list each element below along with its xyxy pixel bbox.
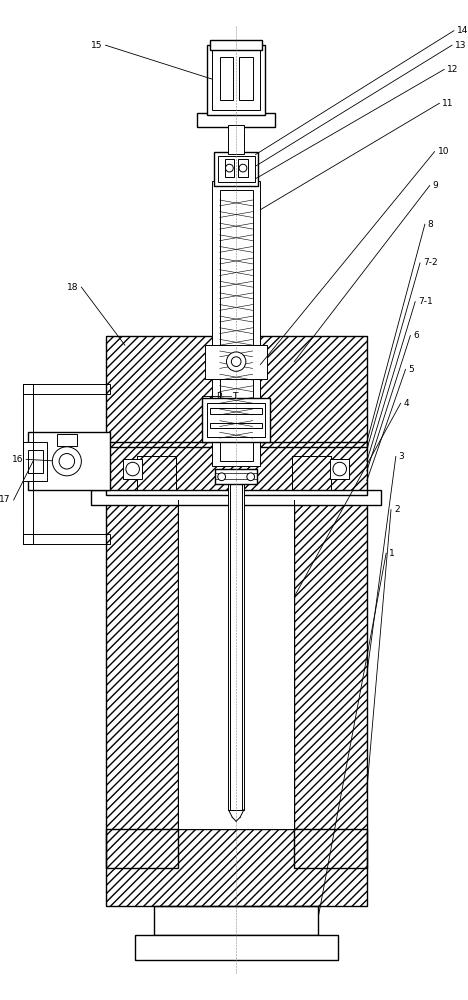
Bar (43, 437, 96, 485)
Bar (207, 45, 265, 115)
Bar (292, 456, 331, 490)
Text: 6: 6 (413, 331, 419, 340)
Bar (212, 181, 260, 466)
Bar (23, 384, 110, 394)
Bar (256, 336, 367, 447)
Bar (248, 469, 257, 484)
Bar (106, 442, 367, 495)
Text: 12: 12 (447, 65, 459, 74)
Bar (106, 829, 367, 906)
Bar (225, 159, 234, 177)
Bar (330, 459, 350, 479)
Circle shape (231, 357, 241, 366)
Text: 5: 5 (409, 365, 414, 374)
Bar (197, 113, 275, 127)
Bar (210, 423, 262, 428)
Text: 1: 1 (389, 549, 395, 558)
Text: 2: 2 (394, 505, 400, 514)
Text: P: P (216, 392, 221, 401)
Circle shape (59, 454, 74, 469)
Bar (294, 500, 367, 868)
Bar (135, 935, 338, 960)
Bar (210, 40, 262, 50)
Bar (23, 384, 33, 544)
Bar (220, 190, 253, 461)
Bar (215, 469, 257, 484)
Bar (238, 159, 248, 177)
Bar (228, 476, 244, 810)
Bar (23, 442, 47, 481)
Circle shape (52, 447, 81, 476)
Bar (57, 434, 77, 446)
Bar (239, 57, 253, 100)
Bar (294, 500, 367, 868)
Bar (106, 336, 217, 447)
Circle shape (126, 462, 139, 476)
Text: 17: 17 (0, 495, 11, 504)
Bar (230, 481, 242, 810)
Bar (218, 156, 255, 182)
Bar (138, 456, 176, 490)
Text: 11: 11 (442, 99, 454, 108)
Text: 13: 13 (455, 41, 467, 50)
Bar (106, 336, 217, 447)
Bar (106, 500, 178, 868)
Circle shape (226, 164, 233, 172)
Bar (202, 398, 270, 442)
Text: 8: 8 (428, 220, 433, 229)
Bar (28, 432, 110, 490)
Bar (214, 152, 258, 186)
Bar (256, 336, 367, 447)
Bar (106, 500, 178, 868)
Bar (178, 500, 294, 829)
Bar (215, 469, 225, 484)
Text: 3: 3 (399, 452, 404, 461)
Text: T: T (233, 392, 238, 401)
Bar (28, 450, 43, 473)
Text: 10: 10 (438, 147, 449, 156)
Bar (228, 125, 244, 154)
Circle shape (239, 164, 247, 172)
Circle shape (227, 352, 246, 371)
Bar (106, 829, 367, 906)
Bar (210, 408, 262, 414)
Bar (138, 456, 176, 490)
Bar (292, 456, 331, 490)
Circle shape (333, 462, 346, 476)
Bar (210, 349, 262, 375)
Text: 16: 16 (12, 455, 23, 464)
Bar (220, 57, 233, 100)
Text: 18: 18 (67, 283, 79, 292)
Bar (91, 490, 381, 505)
Text: 15: 15 (91, 41, 102, 50)
Text: 4: 4 (403, 399, 409, 408)
Text: 14: 14 (457, 26, 468, 35)
Text: 7-2: 7-2 (423, 258, 438, 267)
Bar (123, 459, 142, 479)
Circle shape (218, 473, 226, 481)
Circle shape (247, 473, 255, 481)
Bar (106, 442, 367, 495)
Bar (212, 50, 260, 110)
Bar (154, 906, 318, 935)
Bar (205, 345, 267, 379)
Bar (23, 534, 110, 544)
Bar (207, 403, 265, 437)
Text: 9: 9 (432, 181, 439, 190)
Text: 7-1: 7-1 (418, 297, 433, 306)
